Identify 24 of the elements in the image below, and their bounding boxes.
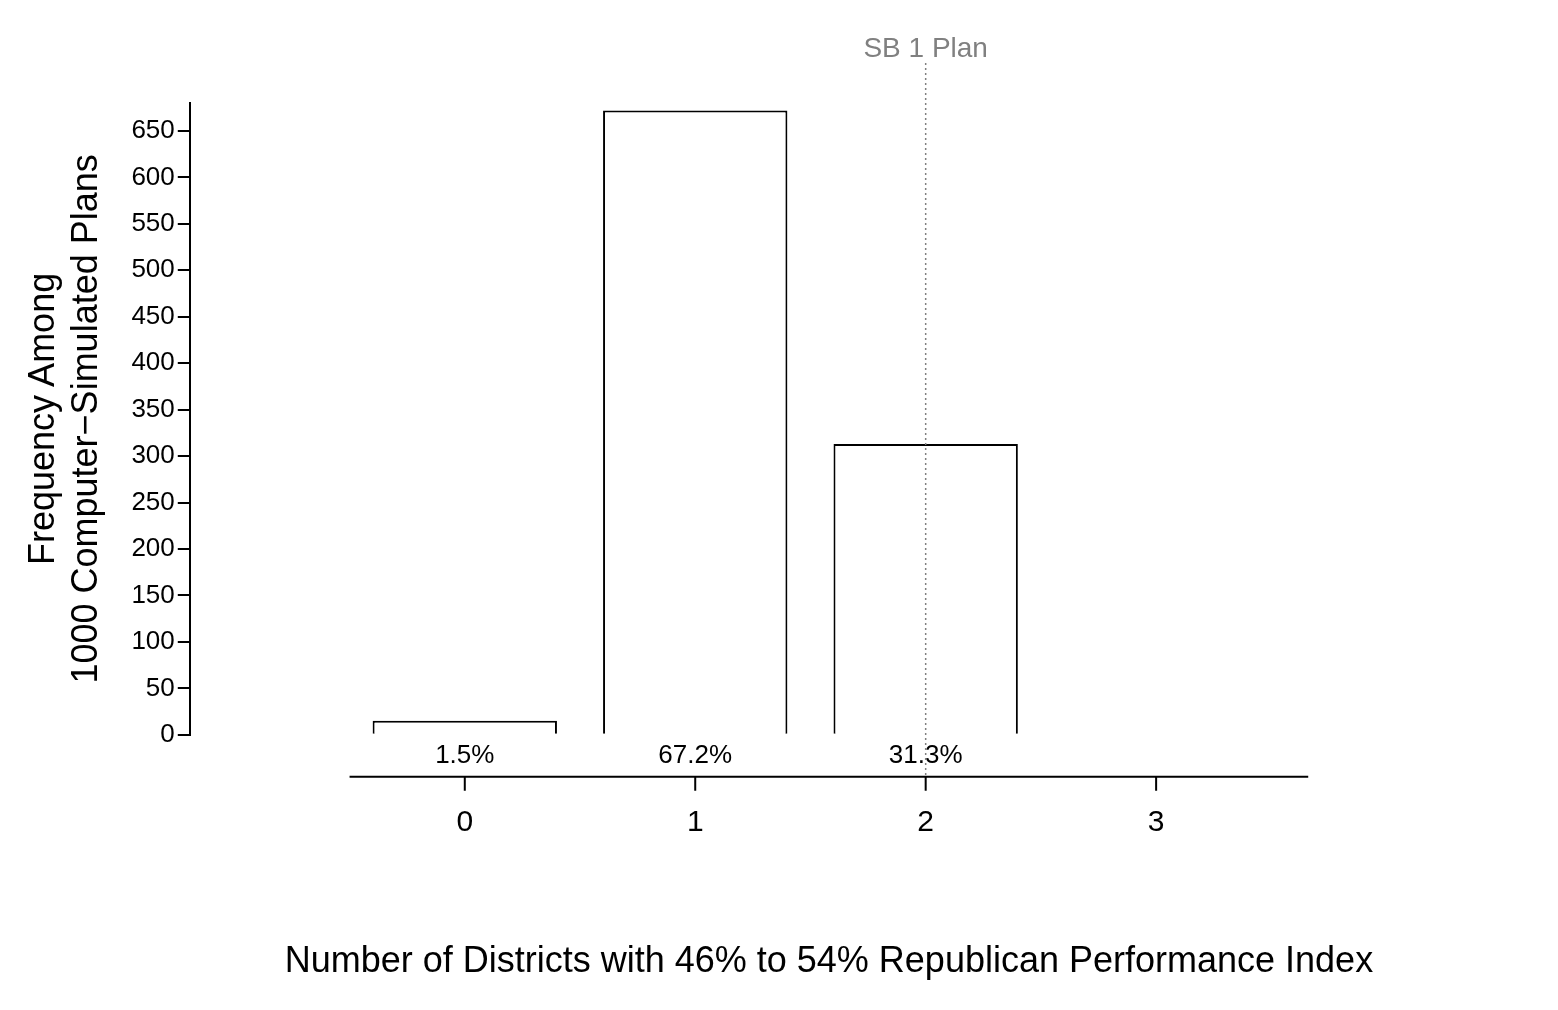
y-tick-label: 550	[131, 206, 175, 237]
y-tick-label: 0	[160, 717, 175, 748]
y-tick-label: 500	[131, 253, 175, 284]
y-tick-label: 200	[131, 532, 175, 563]
ref-line-label: SB 1 Plan	[863, 31, 988, 63]
annotation: 31.3%	[888, 738, 963, 769]
x-tick-label: 2	[917, 804, 935, 838]
y-tick-label: 150	[131, 578, 175, 609]
y-tick-label: 650	[131, 114, 175, 145]
x-tick-label: 3	[1147, 804, 1165, 838]
y-tick-label: 600	[131, 160, 175, 191]
y-tick-label: 250	[131, 485, 175, 516]
x-tick-label: 1	[686, 804, 704, 838]
annotation: 1.5%	[435, 738, 495, 769]
x-tick-label: 0	[456, 804, 474, 838]
y-tick-label: 50	[145, 671, 175, 702]
y-tick-label: 300	[131, 439, 175, 470]
annotation: 67.2%	[658, 738, 733, 769]
y-tick-label: 400	[131, 346, 175, 377]
y-axis-title: Frequency Among 1000 Computer−Simulated Plans	[20, 154, 105, 684]
y-tick-label: 350	[131, 392, 175, 423]
x-axis-title: Number of Districts with 46% to 54% Republican Performance Index	[284, 939, 1374, 981]
y-tick-label: 100	[131, 625, 175, 656]
y-tick-label: 450	[131, 299, 175, 330]
